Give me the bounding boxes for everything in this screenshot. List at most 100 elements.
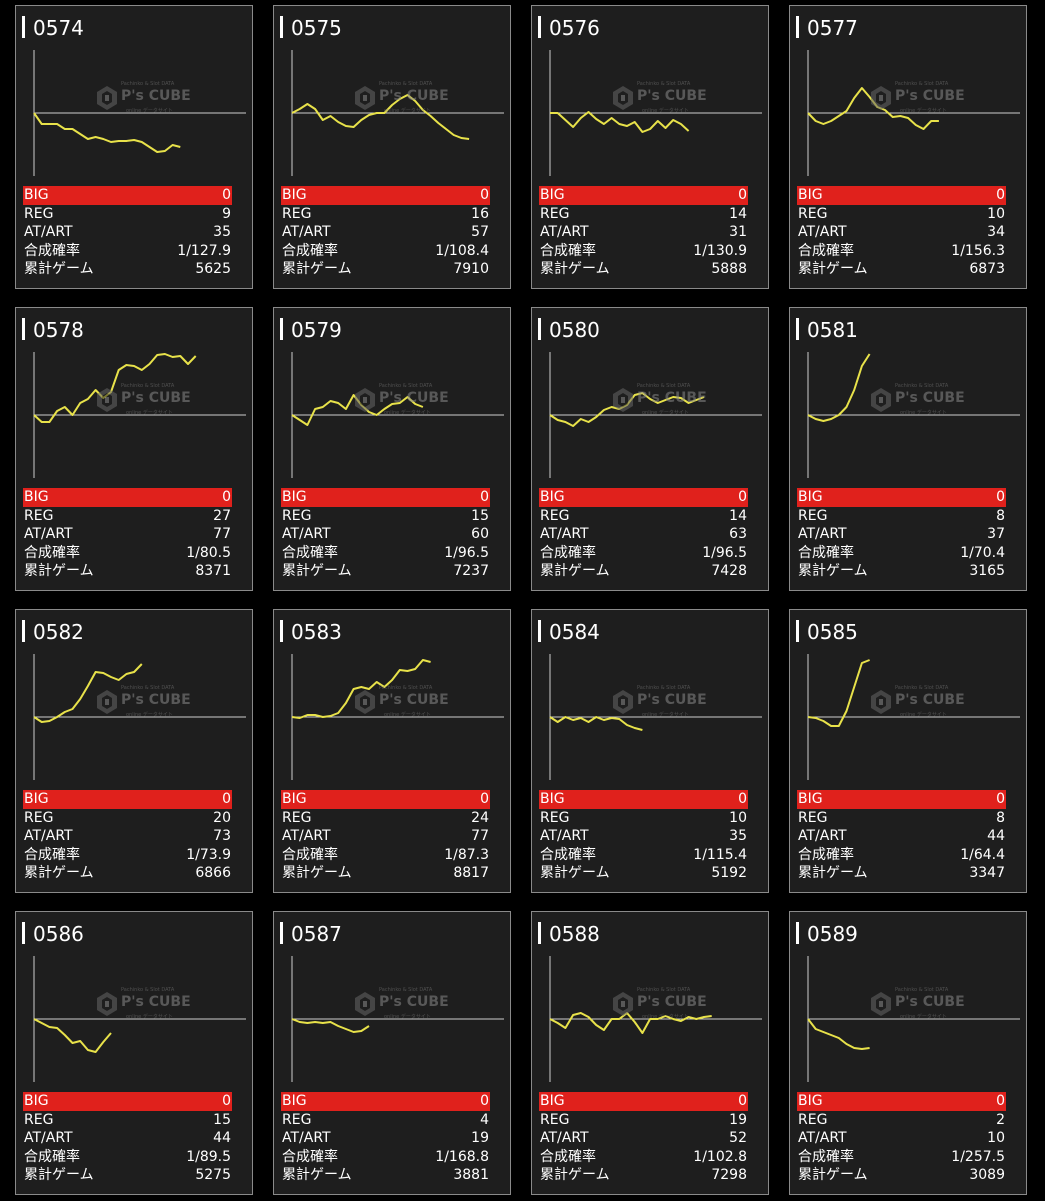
reg-label: REG: [282, 809, 312, 826]
at-row: AT/ART 77: [281, 827, 490, 846]
watermark-line2: online データサイト: [384, 108, 431, 114]
at-value: 63: [729, 526, 747, 543]
slump-graph: [291, 956, 504, 1082]
reg-row: REG 9: [23, 205, 232, 224]
reg-row: REG 19: [539, 1111, 748, 1130]
reg-label: REG: [798, 205, 828, 222]
machine-card-0586[interactable]: 0586 Pachinko & Slot DATA P's CUBE onlin…: [15, 911, 253, 1195]
big-value: 0: [222, 187, 231, 203]
machine-card-0582[interactable]: 0582 Pachinko & Slot DATA P's CUBE onlin…: [15, 609, 253, 893]
games-label: 累計ゲーム: [540, 261, 610, 278]
machine-card-0577[interactable]: 0577 Pachinko & Slot DATA P's CUBE onlin…: [789, 5, 1027, 289]
watermark-brand: P's CUBE: [637, 692, 707, 708]
stats-table: BIG 0 REG 24 AT/ART 77 合成確率 1/87.3 累計ゲーム…: [281, 790, 490, 883]
title-bar-marker: [22, 922, 25, 944]
machine-number: 0577: [807, 16, 858, 40]
reg-row: REG 20: [23, 809, 232, 828]
title-bar-marker: [538, 620, 541, 642]
big-row: BIG 0: [281, 790, 490, 809]
watermark-line2: online データサイト: [384, 712, 431, 718]
watermark-brand: P's CUBE: [121, 88, 191, 104]
machine-number: 0578: [33, 318, 84, 342]
games-value: 7298: [711, 1167, 747, 1184]
at-label: AT/ART: [282, 828, 331, 845]
big-value: 0: [738, 489, 747, 505]
reg-value: 15: [213, 1111, 231, 1128]
games-label: 累計ゲーム: [540, 865, 610, 882]
big-row: BIG 0: [539, 790, 748, 809]
cube-icon: [613, 388, 633, 412]
prob-row: 合成確率 1/96.5: [281, 544, 490, 563]
machine-card-0588[interactable]: 0588 Pachinko & Slot DATA P's CUBE onlin…: [531, 911, 769, 1195]
games-row: 累計ゲーム 6866: [23, 864, 232, 883]
games-label: 累計ゲーム: [282, 563, 352, 580]
at-label: AT/ART: [282, 224, 331, 241]
games-label: 累計ゲーム: [24, 865, 94, 882]
stats-table: BIG 0 REG 20 AT/ART 73 合成確率 1/73.9 累計ゲーム…: [23, 790, 232, 883]
machine-card-0584[interactable]: 0584 Pachinko & Slot DATA P's CUBE onlin…: [531, 609, 769, 893]
machine-card-0579[interactable]: 0579 Pachinko & Slot DATA P's CUBE onlin…: [273, 307, 511, 591]
slump-series-line: [549, 716, 643, 731]
slump-graph: [33, 654, 246, 780]
at-label: AT/ART: [540, 1130, 589, 1147]
games-value: 6873: [969, 261, 1005, 278]
watermark-line2: online データサイト: [126, 712, 173, 718]
machine-card-0587[interactable]: 0587 Pachinko & Slot DATA P's CUBE onlin…: [273, 911, 511, 1195]
big-value: 0: [222, 489, 231, 505]
at-value: 57: [471, 224, 489, 241]
machine-card-0585[interactable]: 0585 Pachinko & Slot DATA P's CUBE onlin…: [789, 609, 1027, 893]
watermark-brand: P's CUBE: [379, 692, 449, 708]
at-row: AT/ART 34: [797, 223, 1006, 242]
at-value: 73: [213, 828, 231, 845]
big-label: BIG: [24, 187, 49, 203]
watermark-line1: Pachinko & Slot DATA: [379, 383, 433, 389]
slump-graph: [807, 956, 1020, 1082]
machine-card-0583[interactable]: 0583 Pachinko & Slot DATA P's CUBE onlin…: [273, 609, 511, 893]
prob-label: 合成確率: [798, 544, 854, 561]
games-row: 累計ゲーム 7428: [539, 562, 748, 581]
prob-label: 合成確率: [282, 544, 338, 561]
machine-card-0578[interactable]: 0578 Pachinko & Slot DATA P's CUBE onlin…: [15, 307, 253, 591]
watermark-line2: online データサイト: [126, 1014, 173, 1020]
reg-value: 8: [996, 809, 1005, 826]
reg-label: REG: [798, 507, 828, 524]
reg-row: REG 14: [539, 507, 748, 526]
reg-row: REG 8: [797, 507, 1006, 526]
games-value: 8817: [453, 865, 489, 882]
machine-card-0581[interactable]: 0581 Pachinko & Slot DATA P's CUBE onlin…: [789, 307, 1027, 591]
watermark-logo: Pachinko & Slot DATA P's CUBE online データ…: [354, 987, 449, 1027]
reg-value: 19: [729, 1111, 747, 1128]
title-bar-marker: [538, 922, 541, 944]
machine-number: 0585: [807, 620, 858, 644]
at-row: AT/ART 77: [23, 525, 232, 544]
prob-value: 1/80.5: [186, 544, 231, 561]
watermark-brand: P's CUBE: [895, 88, 965, 104]
watermark-logo: Pachinko & Slot DATA P's CUBE online データ…: [96, 987, 191, 1027]
machine-card-0580[interactable]: 0580 Pachinko & Slot DATA P's CUBE onlin…: [531, 307, 769, 591]
reg-value: 2: [996, 1111, 1005, 1128]
slump-series-line: [33, 112, 181, 153]
prob-value: 1/168.8: [435, 1148, 489, 1165]
cube-icon: [871, 388, 891, 412]
machine-card-0589[interactable]: 0589 Pachinko & Slot DATA P's CUBE onlin…: [789, 911, 1027, 1195]
title-bar-marker: [796, 16, 799, 38]
prob-row: 合成確率 1/115.4: [539, 846, 748, 865]
machine-card-0576[interactable]: 0576 Pachinko & Slot DATA P's CUBE onlin…: [531, 5, 769, 289]
prob-row: 合成確率 1/156.3: [797, 242, 1006, 261]
prob-label: 合成確率: [540, 544, 596, 561]
watermark-line2: online データサイト: [384, 1014, 431, 1020]
watermark-logo: Pachinko & Slot DATA P's CUBE online データ…: [354, 383, 449, 423]
machine-card-0575[interactable]: 0575 Pachinko & Slot DATA P's CUBE onlin…: [273, 5, 511, 289]
machine-card-0574[interactable]: 0574 Pachinko & Slot DATA P's CUBE onlin…: [15, 5, 253, 289]
slump-graph: [549, 956, 762, 1082]
reg-row: REG 24: [281, 809, 490, 828]
prob-row: 合成確率 1/102.8: [539, 1148, 748, 1167]
at-label: AT/ART: [282, 1130, 331, 1147]
reg-label: REG: [24, 809, 54, 826]
prob-row: 合成確率 1/64.4: [797, 846, 1006, 865]
reg-value: 20: [213, 809, 231, 826]
machine-number: 0580: [549, 318, 600, 342]
at-value: 34: [987, 224, 1005, 241]
big-value: 0: [480, 187, 489, 203]
big-value: 0: [480, 1093, 489, 1109]
